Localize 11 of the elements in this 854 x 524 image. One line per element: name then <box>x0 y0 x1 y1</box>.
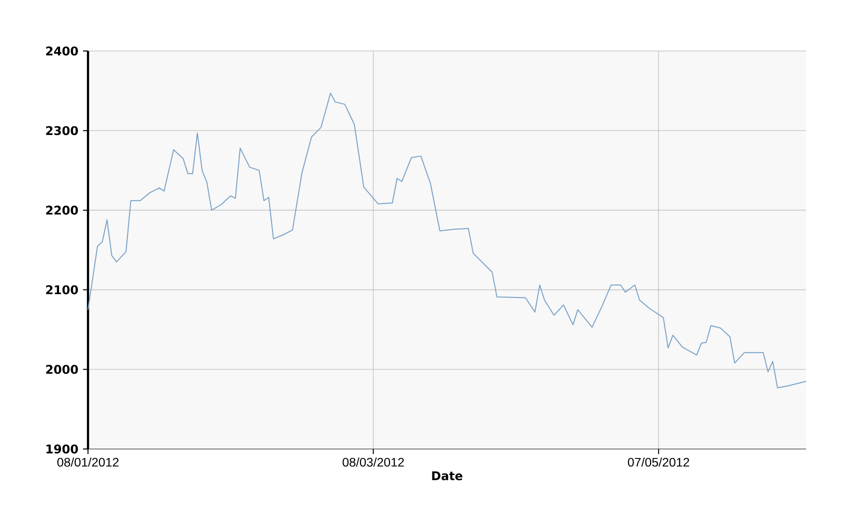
x-tick-label: 08/03/2012 <box>342 458 404 467</box>
x-tick-label: 07/05/2012 <box>628 458 690 467</box>
y-tick-label: 2100 <box>46 285 78 294</box>
line-series <box>88 92 807 388</box>
x-tick-label: 08/01/2012 <box>57 458 119 467</box>
y-tick-label: 2400 <box>46 46 78 56</box>
y-tick-label: 2000 <box>46 364 78 374</box>
y-tick-label: 1900 <box>46 444 78 454</box>
y-tick-label: 2300 <box>46 126 78 136</box>
x-axis-title: Date <box>432 471 462 480</box>
y-tick-label: 2200 <box>46 206 78 215</box>
